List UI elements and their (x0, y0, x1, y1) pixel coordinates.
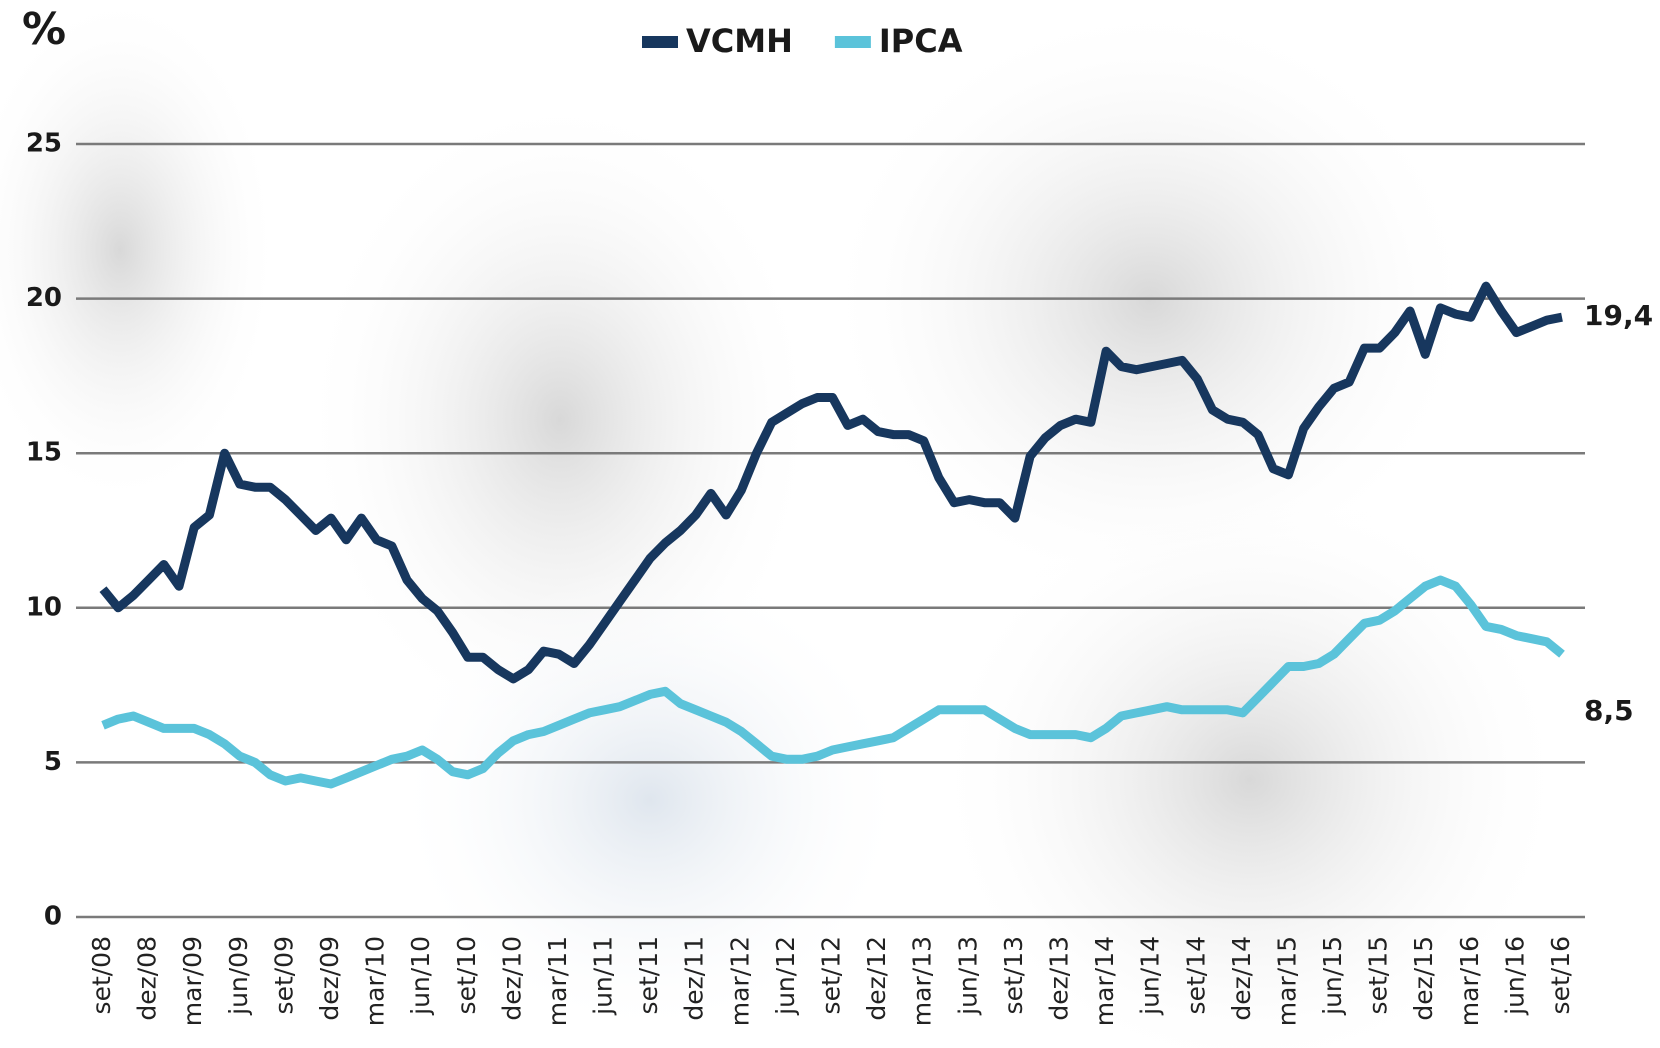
x-tick-label: mar/13 (908, 936, 937, 1026)
x-tick-label: dez/12 (862, 936, 891, 1021)
x-tick-label: set/11 (634, 936, 663, 1014)
x-tick-label: mar/15 (1272, 936, 1301, 1026)
x-tick-label: dez/10 (497, 936, 526, 1021)
x-tick-label: jun/09 (224, 936, 253, 1016)
y-tick-label: 15 (26, 438, 62, 468)
legend-label: IPCA (879, 22, 963, 60)
x-tick-label: jun/16 (1500, 936, 1529, 1016)
legend-swatch (642, 36, 678, 48)
x-tick-label: mar/11 (543, 936, 572, 1026)
y-tick-label: 10 (26, 592, 62, 622)
x-tick-label: jun/12 (771, 936, 800, 1016)
y-tick-label: 25 (26, 129, 62, 159)
x-tick-label: jun/14 (1136, 936, 1165, 1016)
x-tick-label: dez/08 (133, 936, 162, 1021)
x-tick-label: jun/13 (953, 936, 982, 1016)
value-label: 8,5 (1584, 694, 1634, 727)
x-tick-label: mar/12 (725, 936, 754, 1026)
x-tick-label: set/10 (452, 936, 481, 1014)
y-tick-label: 20 (26, 283, 62, 313)
x-tick-label: mar/09 (178, 936, 207, 1026)
legend-label: VCMH (686, 22, 793, 60)
x-tick-label: set/12 (817, 936, 846, 1014)
y-tick-label: 0 (44, 902, 62, 932)
series-line (99, 281, 1563, 684)
background-photo (0, 0, 1570, 1048)
x-tick-label: jun/11 (589, 936, 618, 1016)
x-tick-label: mar/10 (361, 936, 390, 1026)
x-tick-label: set/14 (1181, 936, 1210, 1014)
y-axis-label: % (22, 4, 66, 55)
x-tick-label: dez/14 (1227, 936, 1256, 1021)
x-tick-label: jun/15 (1318, 936, 1347, 1016)
x-tick-label: set/08 (87, 936, 116, 1014)
x-tick-label: jun/10 (406, 936, 435, 1016)
x-tick-label: set/09 (269, 936, 298, 1014)
x-tick-label: set/15 (1364, 936, 1393, 1014)
x-tick-label: set/13 (999, 936, 1028, 1014)
y-tick-label: 5 (44, 747, 62, 777)
x-tick-label: dez/09 (315, 936, 344, 1021)
legend-swatch (834, 36, 871, 48)
value-label: 19,4 (1584, 299, 1653, 332)
x-tick-label: dez/15 (1409, 936, 1438, 1021)
x-tick-label: dez/11 (680, 936, 709, 1021)
x-tick-label: mar/14 (1090, 936, 1119, 1026)
x-tick-label: set/16 (1546, 936, 1575, 1014)
x-tick-label: dez/13 (1044, 936, 1073, 1021)
series-line (101, 575, 1565, 789)
x-tick-label: mar/16 (1455, 936, 1484, 1026)
